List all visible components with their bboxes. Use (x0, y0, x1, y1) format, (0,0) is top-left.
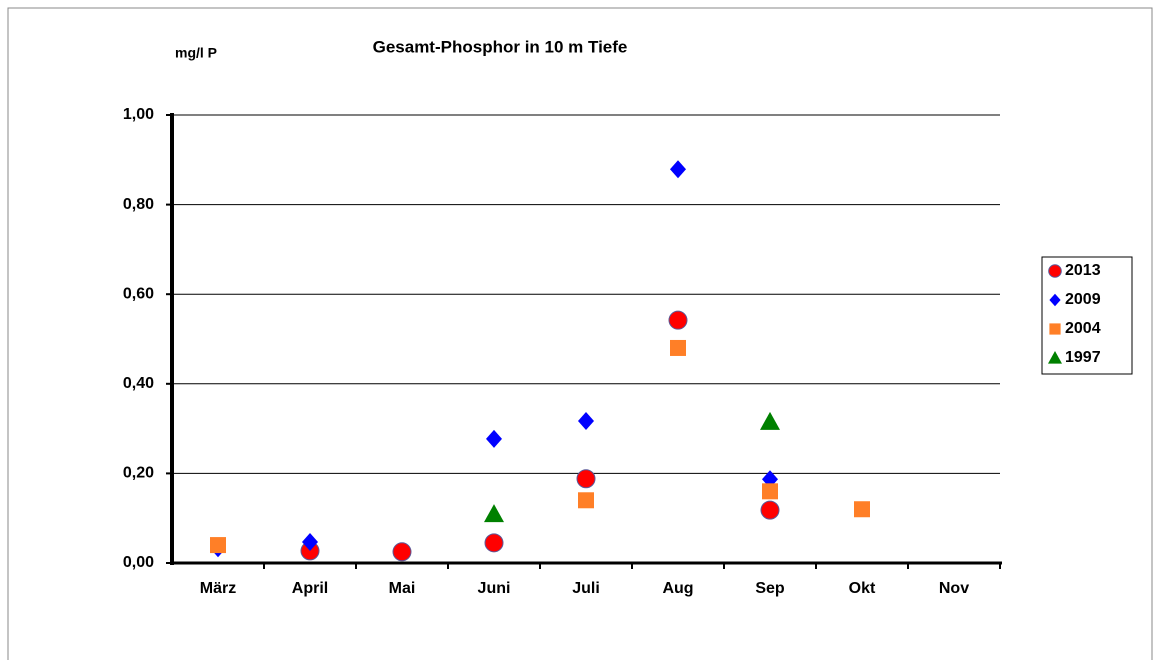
marker (854, 501, 870, 518)
y-tick-label: 0,00 (123, 554, 154, 571)
legend-label: 2009 (1065, 291, 1101, 308)
legend-label: 1997 (1065, 349, 1101, 366)
x-tick-label: Okt (849, 580, 876, 597)
y-axis-label: mg/l P (175, 45, 217, 61)
x-tick-label: Juni (478, 580, 511, 597)
x-tick-label: April (292, 580, 328, 597)
marker (760, 500, 780, 520)
marker (760, 411, 780, 430)
marker (578, 492, 594, 509)
legend-label: 2004 (1065, 320, 1101, 337)
marker (670, 339, 686, 356)
x-tick-label: März (200, 580, 236, 597)
marker (578, 411, 594, 430)
marker (1049, 293, 1061, 307)
marker (1048, 351, 1062, 364)
marker (210, 537, 226, 554)
marker (762, 483, 778, 500)
y-tick-label: 0,80 (123, 196, 154, 213)
legend-label: 2013 (1065, 262, 1101, 279)
marker (484, 504, 504, 523)
y-tick-label: 0,40 (123, 375, 154, 392)
marker (486, 429, 502, 448)
chart-title: Gesamt-Phosphor in 10 m Tiefe (373, 37, 628, 56)
y-tick-label: 0,20 (123, 465, 154, 482)
y-tick-label: 1,00 (123, 106, 154, 123)
chart-frame (7, 7, 1153, 660)
marker (670, 160, 686, 179)
x-tick-label: Juli (572, 580, 600, 597)
marker (302, 532, 318, 551)
marker (484, 533, 504, 553)
marker (392, 542, 412, 562)
x-tick-label: Sep (755, 580, 785, 597)
x-tick-label: Nov (939, 580, 969, 597)
marker (576, 469, 596, 489)
marker (1048, 264, 1062, 278)
x-tick-label: Aug (662, 580, 693, 597)
marker (668, 310, 688, 330)
marker (1049, 323, 1061, 335)
y-tick-label: 0,60 (123, 285, 154, 302)
x-tick-label: Mai (389, 580, 416, 597)
